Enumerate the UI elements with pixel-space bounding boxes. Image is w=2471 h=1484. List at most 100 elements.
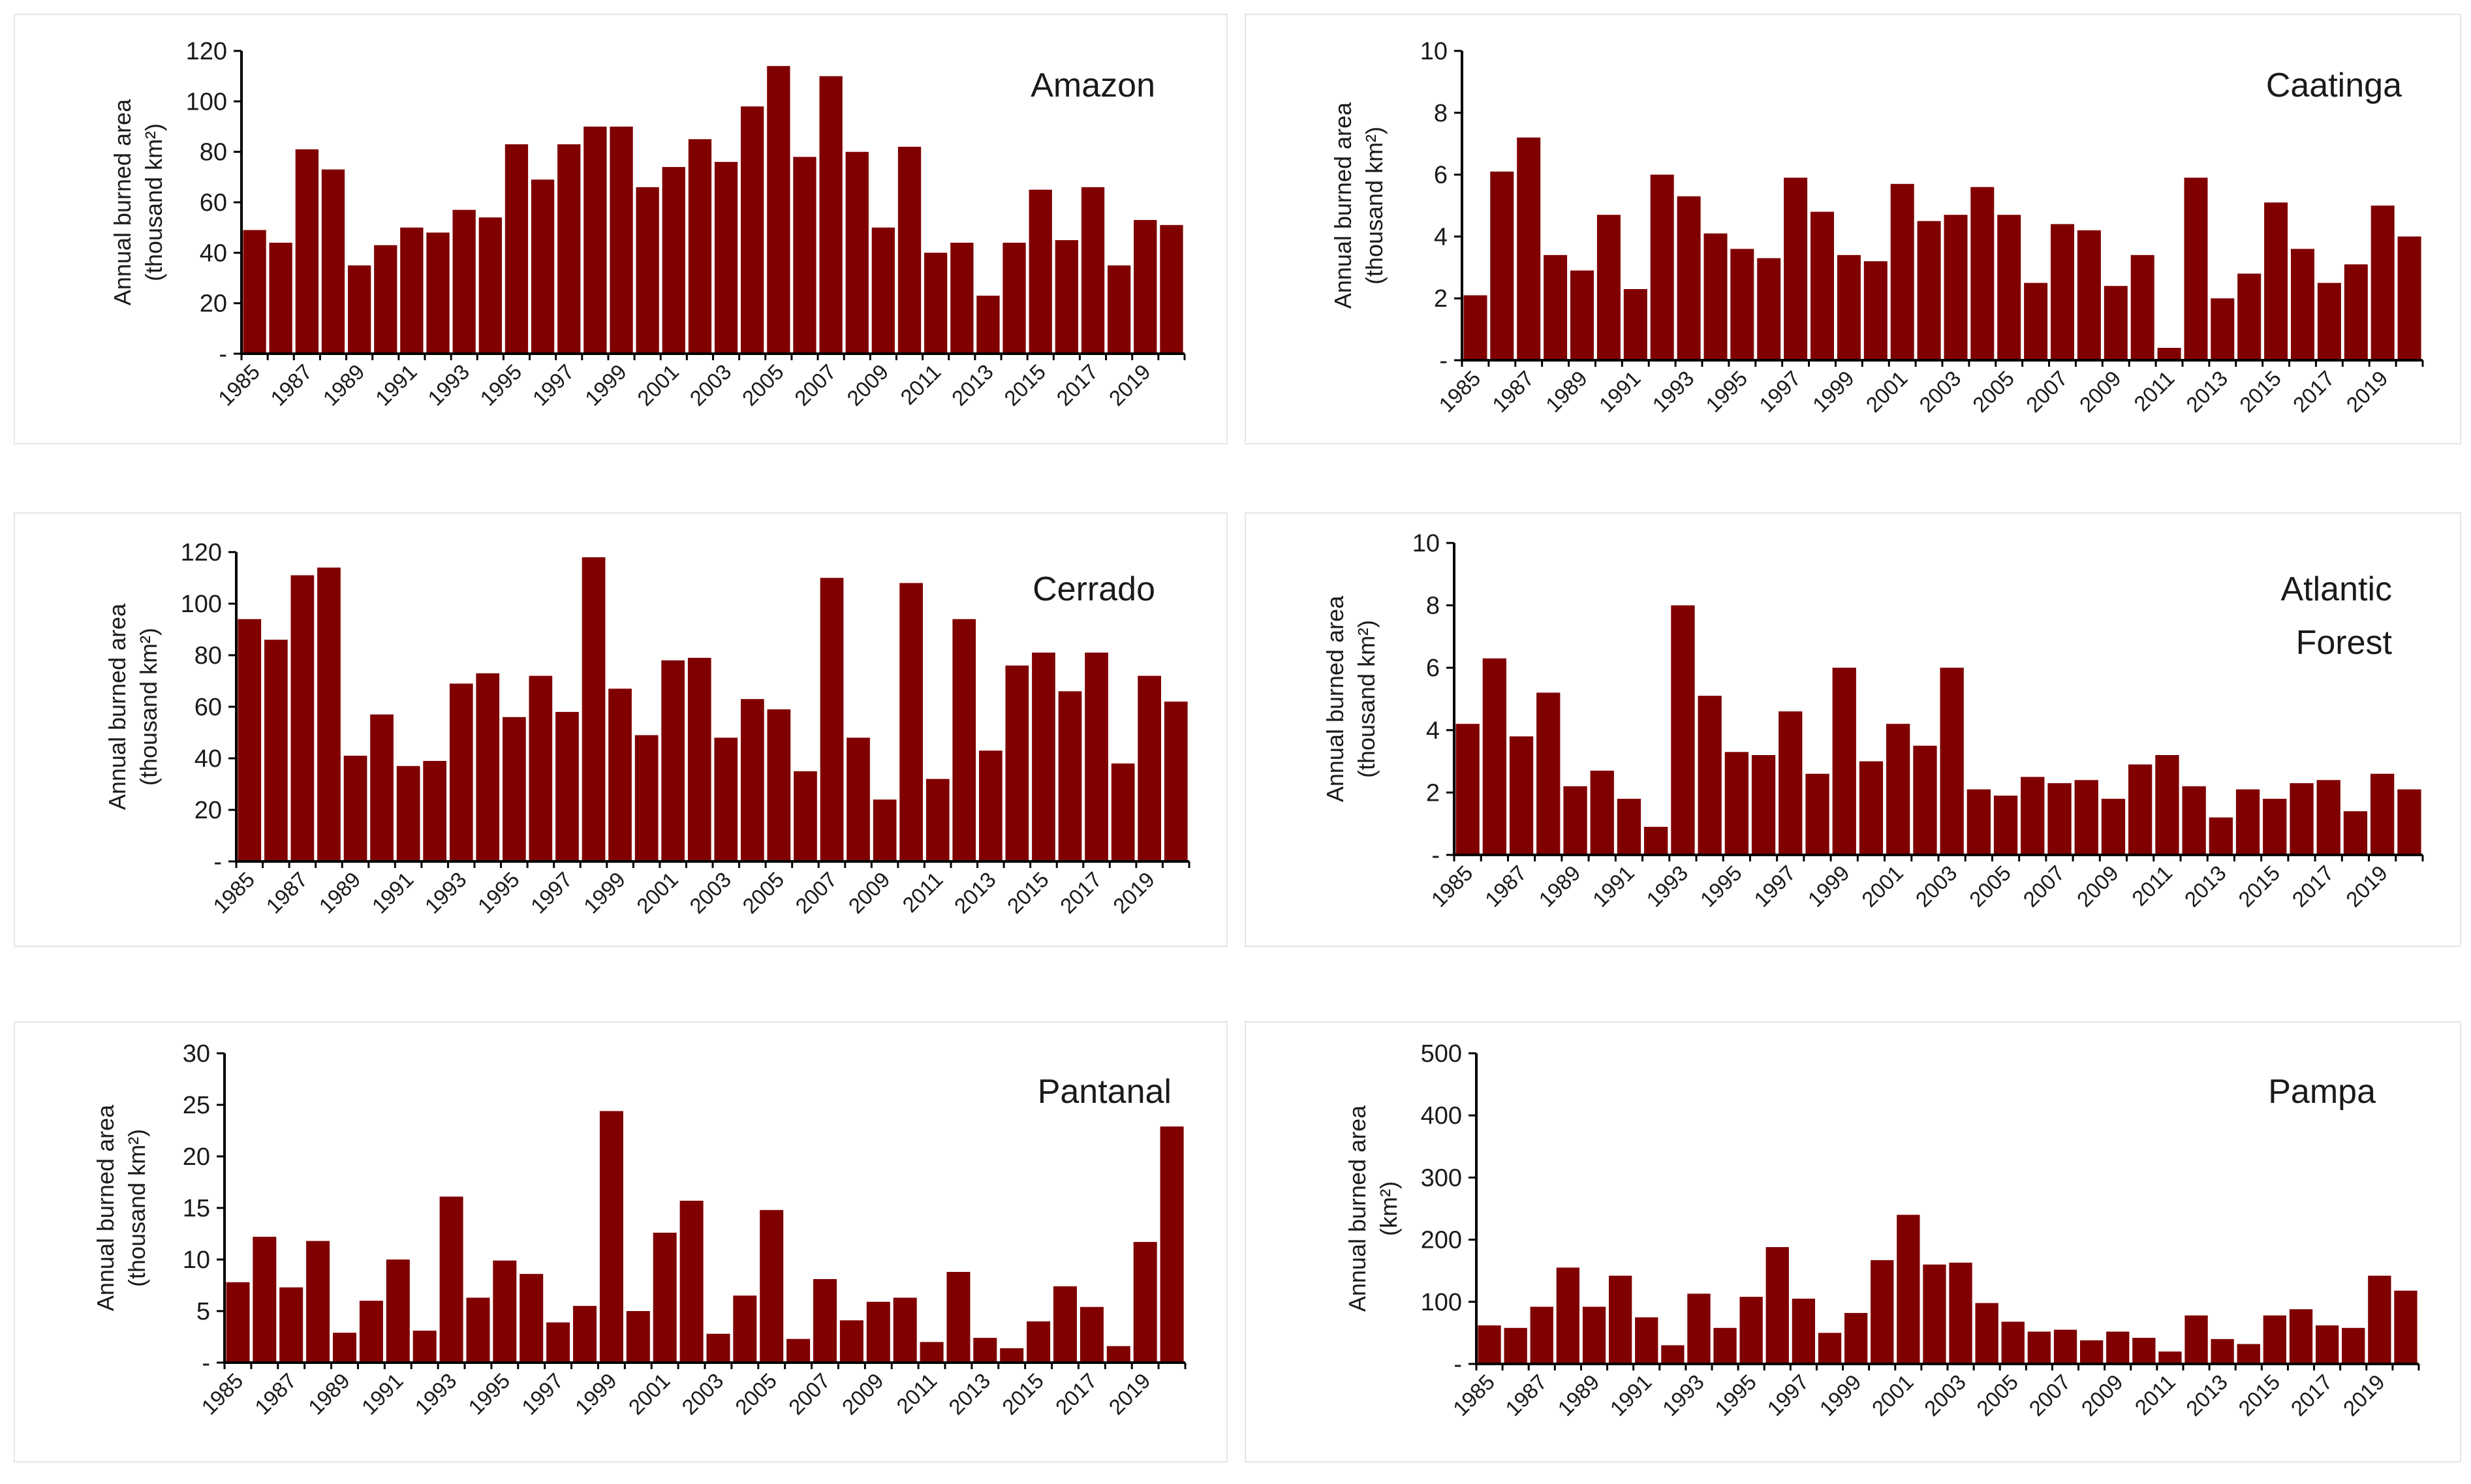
amazon-bar-1994 <box>478 217 502 354</box>
cerrado-ytick-label: 60 <box>194 694 222 721</box>
pampa-bar-2020 <box>2394 1290 2417 1364</box>
caatinga-bar-1990 <box>1596 215 1621 360</box>
pantanal-bar-2001 <box>653 1232 677 1363</box>
pampa-bar-1986 <box>1504 1327 1527 1364</box>
pampa-ylabel-units: (km²) <box>1375 1181 1402 1236</box>
caatinga-bar-2016 <box>2291 249 2314 360</box>
pampa-bar-2003 <box>1949 1262 1972 1364</box>
pantanal-bar-1997 <box>546 1322 570 1363</box>
atlantic-forest-bar-2006 <box>2021 777 2045 855</box>
amazon-bar-2006 <box>793 157 816 354</box>
pampa-bar-2017 <box>2316 1325 2339 1364</box>
pantanal-bar-2019 <box>1133 1242 1157 1363</box>
pantanal-ytick-label: 15 <box>183 1195 210 1222</box>
pantanal-bar-2006 <box>786 1338 811 1363</box>
amazon-bar-2020 <box>1160 224 1183 354</box>
pantanal-bar-2007 <box>813 1279 837 1363</box>
caatinga-bar-2012 <box>2184 178 2208 360</box>
amazon-bar-2019 <box>1134 220 1157 354</box>
caatinga-bar-1991 <box>1623 289 1647 360</box>
cerrado-bar-1995 <box>503 717 526 861</box>
caatinga-bar-2005 <box>1997 215 2021 360</box>
amazon-bar-2018 <box>1108 265 1131 354</box>
caatinga-bar-1993 <box>1677 196 1701 360</box>
amazon-ylabel: Annual burned area <box>109 99 136 305</box>
amazon-ytick-label: 80 <box>200 139 227 166</box>
pampa-bar-1985 <box>1478 1325 1501 1364</box>
atlantic-forest-bar-2005 <box>1993 796 2018 855</box>
cerrado-bar-2007 <box>820 578 844 861</box>
pampa-ytick-label: - <box>1453 1351 1462 1378</box>
caatinga-bar-2000 <box>1863 261 1888 360</box>
pantanal-bar-2003 <box>706 1333 730 1363</box>
atlantic-forest-ytick-label: 4 <box>1426 717 1440 745</box>
caatinga-ytick-label: 10 <box>1420 38 1448 65</box>
caatinga-bar-1998 <box>1811 211 1834 360</box>
amazon-bar-1989 <box>348 265 371 354</box>
pantanal-bar-2008 <box>839 1320 863 1363</box>
caatinga-bar-2013 <box>2211 298 2235 360</box>
pampa-bar-2001 <box>1897 1214 1920 1364</box>
cerrado-ytick-label: 120 <box>181 539 222 566</box>
atlantic-forest-ytick-label: - <box>1431 842 1440 869</box>
cerrado-bar-1990 <box>370 714 394 861</box>
atlantic-forest-bar-2004 <box>1966 789 1991 855</box>
pampa-bar-1989 <box>1582 1306 1606 1364</box>
atlantic-forest-bar-2011 <box>2155 755 2179 855</box>
atlantic-forest-title: Atlantic <box>2280 570 2392 608</box>
caatinga-bar-1988 <box>1544 255 1568 360</box>
pantanal-bar-2013 <box>973 1338 997 1363</box>
atlantic-forest-bar-2002 <box>1913 745 1937 855</box>
atlantic-forest-bar-1992 <box>1644 827 1668 855</box>
pampa-bar-2018 <box>2342 1327 2365 1364</box>
caatinga-ytick-label: 8 <box>1434 100 1448 127</box>
caatinga-bar-2008 <box>2077 230 2101 360</box>
pampa-bar-2011 <box>2158 1352 2182 1364</box>
atlantic-forest-ytick-label: 10 <box>1412 530 1440 557</box>
cerrado-bar-1987 <box>290 575 315 861</box>
cerrado-bar-2000 <box>634 735 659 861</box>
cerrado-bar-2001 <box>661 660 685 861</box>
amazon-bar-2005 <box>767 66 790 354</box>
pampa-ytick-label: 500 <box>1421 1040 1462 1068</box>
amazon-bar-1999 <box>610 127 633 354</box>
amazon-bar-2014 <box>1002 242 1026 354</box>
atlantic-forest-bar-2020 <box>2397 789 2421 855</box>
amazon-ytick-label: 20 <box>200 290 227 318</box>
pantanal-bar-2009 <box>866 1301 890 1363</box>
amazon-bar-2011 <box>924 253 948 354</box>
cerrado-bar-2002 <box>687 658 711 861</box>
amazon-bar-2008 <box>845 151 869 354</box>
atlantic-forest-bar-1990 <box>1590 770 1614 855</box>
pantanal-ylabel: Annual burned area <box>92 1104 119 1311</box>
caatinga-bar-2002 <box>1917 221 1941 360</box>
pampa-bar-1988 <box>1556 1267 1579 1364</box>
pantanal-bar-2018 <box>1106 1346 1130 1363</box>
pantanal-bar-2002 <box>679 1200 704 1363</box>
pantanal-bar-1993 <box>439 1196 463 1363</box>
pantanal-bar-2015 <box>1027 1321 1051 1363</box>
pampa-bar-1998 <box>1818 1333 1842 1364</box>
amazon-bar-2000 <box>636 187 659 354</box>
pantanal-bar-2005 <box>760 1210 784 1363</box>
caatinga-frame <box>1245 14 2461 444</box>
amazon-ylabel-units: (thousand km²) <box>140 123 167 281</box>
atlantic-forest-bar-1986 <box>1482 658 1506 855</box>
atlantic-forest-bar-1989 <box>1563 786 1587 855</box>
caatinga-bar-2017 <box>2317 283 2341 360</box>
amazon-bar-1985 <box>243 230 266 354</box>
amazon-bar-2003 <box>714 162 738 354</box>
cerrado-bar-1997 <box>555 711 579 861</box>
atlantic-forest-bar-2015 <box>2263 799 2287 855</box>
caatinga-bar-1996 <box>1757 258 1781 360</box>
atlantic-forest-bar-1991 <box>1617 799 1641 855</box>
cerrado-bar-2004 <box>741 699 764 861</box>
pampa-ytick-label: 100 <box>1421 1289 1462 1316</box>
amazon-bar-2013 <box>976 296 1000 354</box>
pantanal-ytick-label: 25 <box>183 1092 210 1119</box>
pantanal-ytick-label: 5 <box>196 1298 210 1325</box>
caatinga-bar-2011 <box>2157 348 2181 360</box>
pantanal-bar-2000 <box>626 1311 650 1363</box>
